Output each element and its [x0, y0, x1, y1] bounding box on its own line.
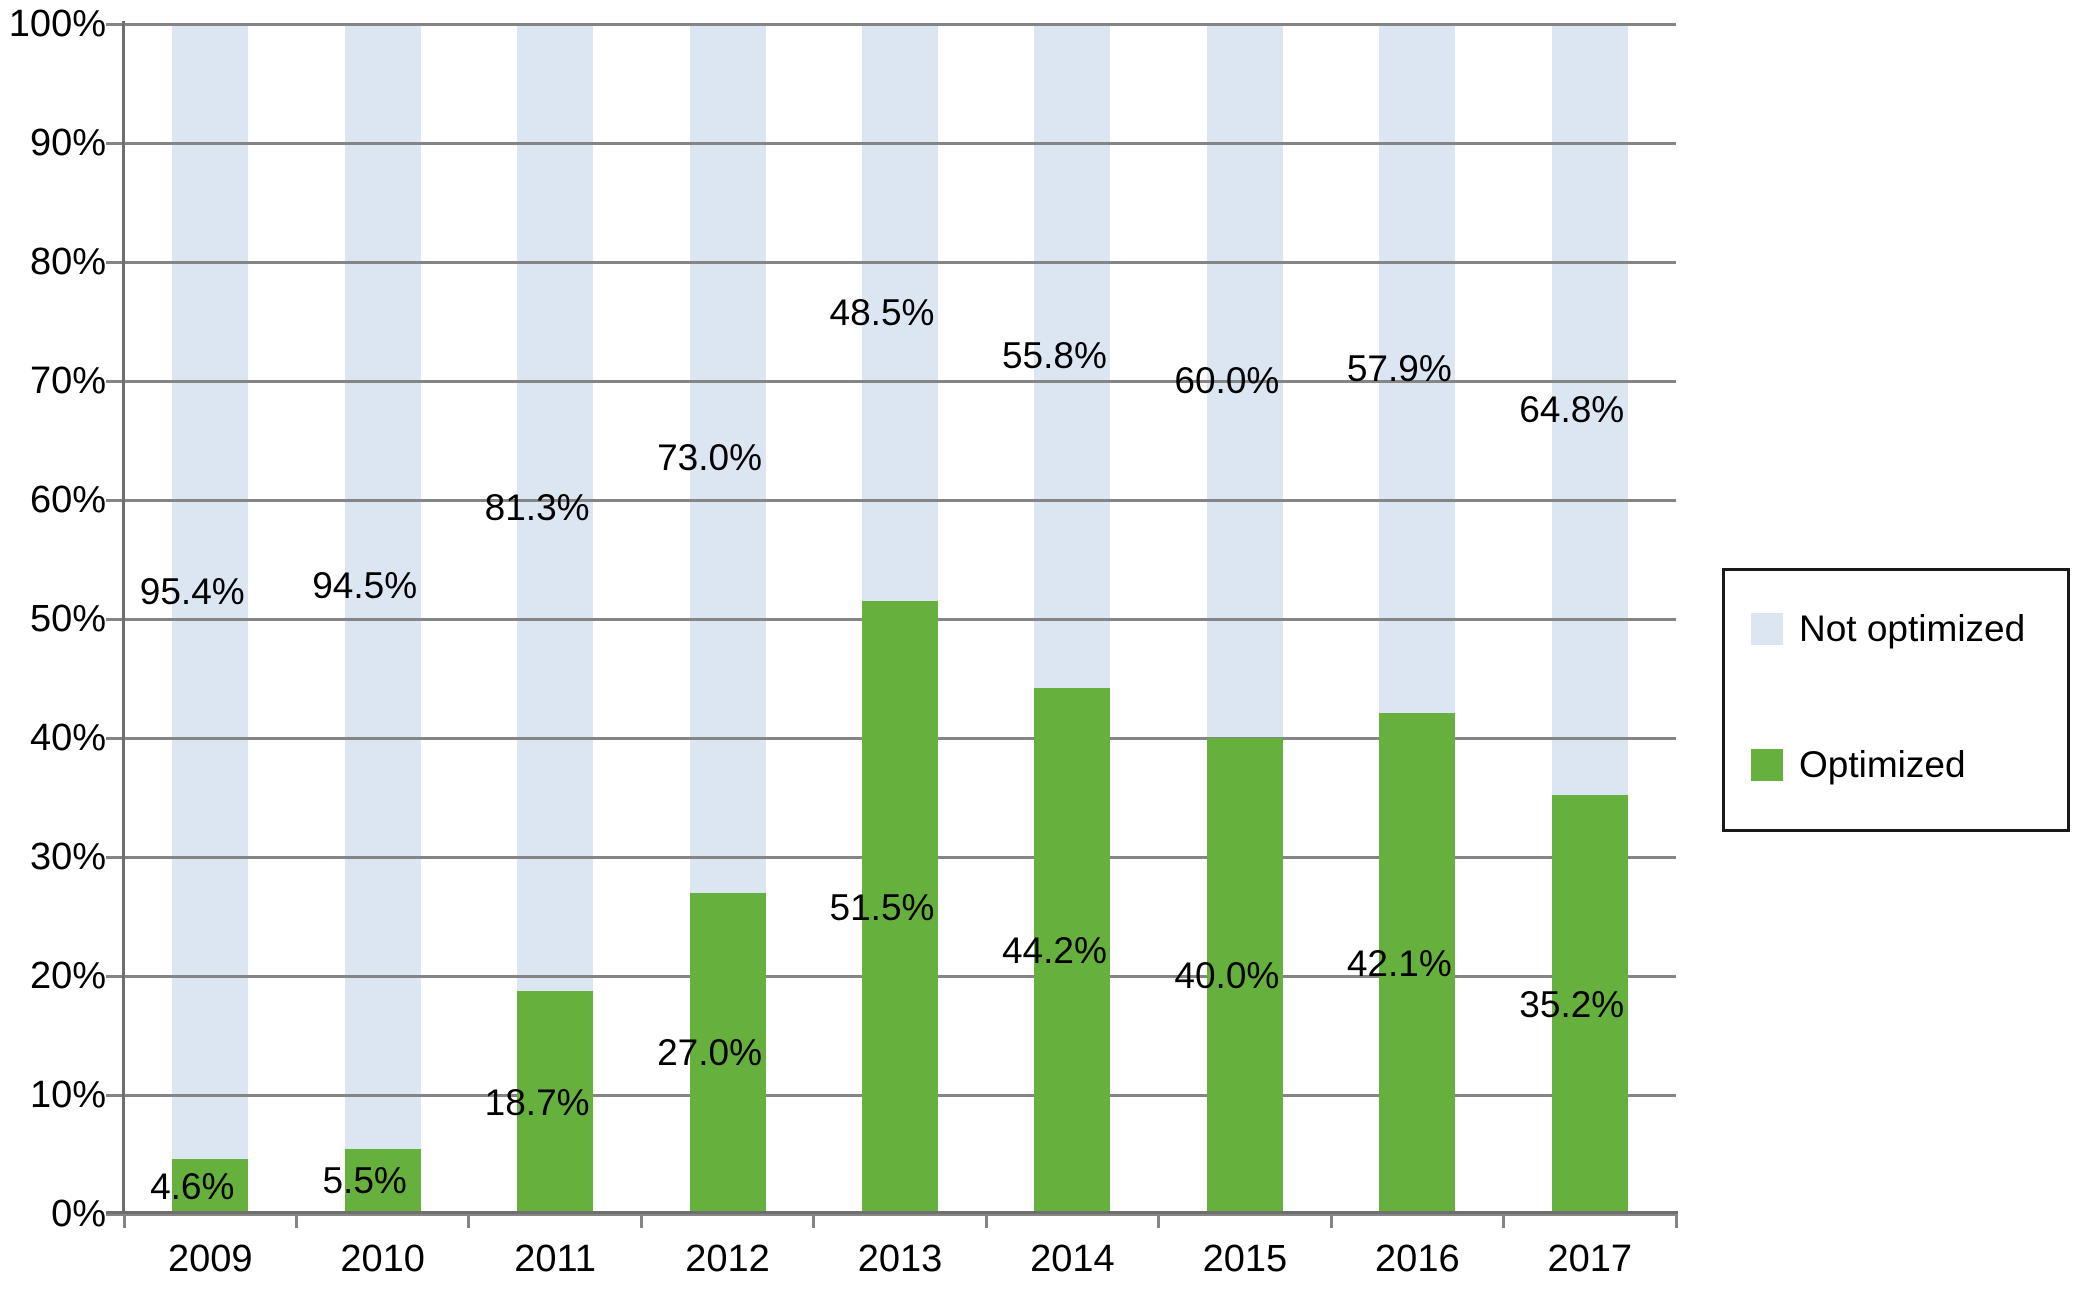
y-axis-line [122, 21, 125, 1214]
bar-segment-optimized [1034, 688, 1111, 1214]
bar-segment-not-optimized [1379, 24, 1456, 713]
x-axis-label: 2014 [1030, 1238, 1115, 1280]
y-axis-tick [106, 855, 124, 859]
data-label-not-optimized: 94.5% [312, 565, 418, 607]
bar-segment-optimized [1379, 713, 1456, 1214]
y-axis-tick [106, 22, 124, 26]
data-label-optimized: 44.2% [1001, 930, 1107, 971]
y-axis-tick [106, 1093, 124, 1097]
bar-segment-optimized [1206, 738, 1283, 1214]
bar-segment-optimized [344, 1148, 421, 1214]
data-label-not-optimized: 73.0% [657, 437, 762, 479]
data-label-optimized: 18.7% [484, 1081, 590, 1123]
data-label-not-optimized: 81.3% [484, 486, 590, 528]
data-label-optimized: 51.5% [829, 886, 935, 928]
x-axis-label: 2010 [340, 1238, 425, 1280]
x-axis-label: 2015 [1202, 1238, 1288, 1280]
y-axis-tick-label: 10% [29, 1074, 106, 1116]
y-axis-tick [106, 1212, 124, 1216]
legend-entry-optimized: Optimized [1751, 735, 1966, 795]
bar-segment-not-optimized [862, 24, 938, 602]
y-axis-tick-label: 30% [29, 836, 106, 878]
x-axis-label: 2013 [857, 1238, 943, 1280]
x-axis-tick [984, 1212, 988, 1228]
y-axis-tick [106, 974, 124, 978]
y-axis-tick [106, 617, 124, 621]
y-axis-tick-label: 90% [29, 122, 106, 164]
bar-segment-not-optimized [517, 24, 594, 992]
x-axis-tick [812, 1212, 816, 1228]
legend-label-optimized: Optimized [1799, 744, 1966, 785]
data-label-not-optimized: 48.5% [829, 291, 935, 333]
data-label-not-optimized: 95.4% [139, 570, 245, 612]
x-axis-tick [122, 1212, 126, 1228]
bar-segment-not-optimized [1034, 24, 1111, 689]
x-axis-label: 2009 [167, 1238, 253, 1280]
y-axis-tick [106, 498, 124, 502]
x-axis-label: 2012 [685, 1238, 770, 1280]
y-axis-tick-label: 0% [51, 1193, 106, 1235]
bar-segment-not-optimized [1551, 24, 1628, 796]
y-axis-tick-label: 50% [29, 598, 106, 640]
data-label-optimized: 4.6% [150, 1165, 235, 1207]
data-label-optimized: 42.1% [1346, 942, 1452, 984]
x-axis-line [106, 1211, 1678, 1214]
legend-entry-not-optimized: Not optimized [1751, 599, 2025, 659]
x-axis-tick [1674, 1212, 1678, 1228]
y-axis-tick [106, 260, 124, 264]
legend: Not optimized Optimized [1722, 568, 2070, 832]
y-axis-tick-label: 60% [29, 479, 106, 521]
gridline [124, 141, 1676, 145]
legend-swatch-not-optimized-icon [1751, 613, 1783, 645]
gridline [124, 260, 1676, 264]
y-axis-tick-label: 80% [29, 241, 106, 283]
x-axis-label: 2011 [514, 1238, 596, 1280]
legend-swatch-optimized-icon [1751, 749, 1783, 781]
data-label-not-optimized: 57.9% [1346, 347, 1452, 389]
x-axis-label: 2017 [1547, 1238, 1633, 1280]
y-axis-tick-label: 20% [29, 955, 106, 997]
data-label-optimized: 40.0% [1174, 955, 1280, 996]
gridline [124, 22, 1676, 26]
y-axis-tick [106, 141, 124, 145]
x-axis-tick [1502, 1212, 1506, 1228]
data-label-optimized: 5.5% [322, 1160, 407, 1202]
plot-area: 4.6% 95.4% 5.5% 94.5% 18.7% 81.3% 27.0% 73.0% 51… [124, 22, 1676, 1216]
legend-label-not-optimized: Not optimized [1799, 608, 2026, 649]
bar-segment-optimized [862, 601, 938, 1214]
x-axis-tick [294, 1212, 298, 1228]
bar-segment-not-optimized [344, 24, 421, 1149]
y-axis-tick-label: 70% [29, 360, 106, 402]
bar-segment-not-optimized [172, 24, 249, 1160]
bar-segment-optimized [689, 892, 766, 1214]
data-label-not-optimized: 64.8% [1519, 388, 1625, 430]
gridline [124, 379, 1676, 383]
bar-segment-optimized [517, 991, 594, 1214]
y-axis-tick-label: 40% [29, 717, 106, 759]
bar-segment-optimized [1551, 795, 1628, 1214]
x-axis-tick [467, 1212, 471, 1228]
x-axis-tick [639, 1212, 643, 1228]
y-axis-tick [106, 379, 124, 383]
data-label-not-optimized: 55.8% [1001, 335, 1107, 376]
bar-segment-not-optimized [689, 24, 766, 893]
gridline [124, 498, 1676, 502]
bar-segment-optimized [172, 1159, 249, 1214]
y-axis-tick [106, 736, 124, 740]
gridline [124, 1212, 1676, 1216]
data-label-not-optimized: 60.0% [1174, 360, 1280, 401]
data-label-optimized: 27.0% [657, 1032, 762, 1074]
x-axis-tick [1157, 1212, 1161, 1228]
x-axis-tick [1329, 1212, 1333, 1228]
x-axis-label: 2016 [1375, 1238, 1460, 1280]
data-label-optimized: 35.2% [1519, 983, 1625, 1025]
y-axis-tick-label: 100% [8, 3, 106, 45]
